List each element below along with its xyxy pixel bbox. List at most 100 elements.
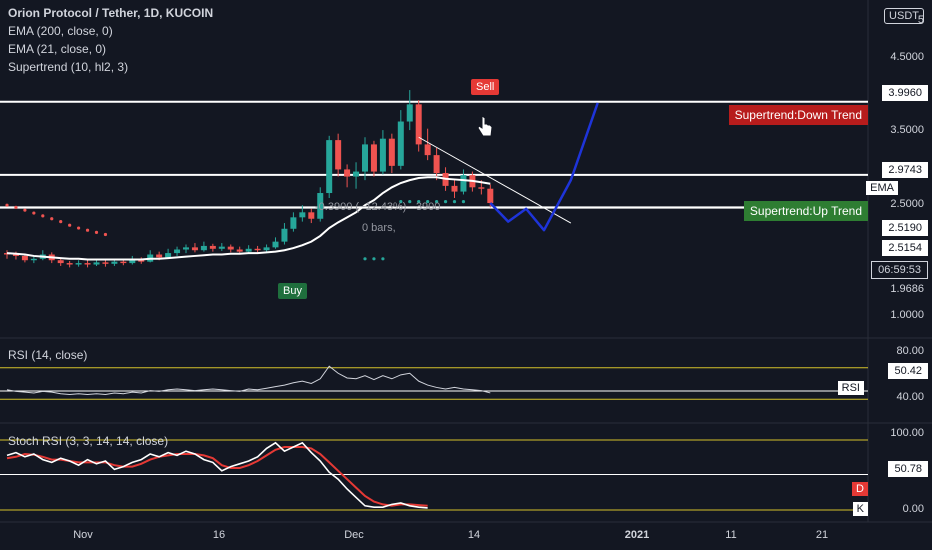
supertrend-dot [77, 226, 81, 230]
candle-body [299, 212, 306, 218]
supertrend-dot [41, 214, 45, 218]
candle-body [218, 246, 225, 249]
supertrend-dot [50, 217, 54, 221]
price-tick: 4.5000 [890, 51, 924, 63]
supertrend-dot [408, 200, 412, 204]
candle-body [335, 140, 342, 170]
supertrend-dot [23, 208, 27, 212]
time-tick: 2021 [624, 529, 650, 541]
candle-body [254, 248, 261, 251]
trendline-drawing[interactable] [418, 136, 572, 224]
supertrend-dot [417, 200, 421, 204]
price-level-tag[interactable]: 3.9960 [882, 85, 928, 101]
stoch-k-tag: K [852, 502, 868, 516]
stoch-rsi-pane [0, 439, 868, 511]
supertrend-dot [461, 200, 466, 204]
projection-line [489, 102, 599, 232]
candle-body [272, 241, 279, 248]
supertrend-dot [85, 228, 90, 232]
buy-signal-badge: Buy [278, 283, 307, 299]
candle-body [415, 104, 422, 145]
candle-body [406, 104, 413, 122]
indicator-ema-200[interactable]: EMA (200, close, 0) [8, 24, 113, 38]
indicator-ema-21[interactable]: EMA (21, close, 0) [8, 42, 107, 56]
time-tick: 21 [815, 529, 829, 541]
candle-body [460, 175, 467, 192]
candle-body [451, 185, 458, 192]
rsi-line [6, 365, 491, 396]
candle-body [478, 187, 485, 189]
candle-body [129, 258, 136, 264]
supertrend-down-label: Supertrend:Down Trend [728, 105, 868, 125]
price-level-tag[interactable]: 2.9743 [882, 162, 928, 178]
candle-body [111, 261, 118, 264]
candle-body [281, 228, 288, 242]
supertrend-dot [426, 200, 430, 204]
projection-path[interactable] [489, 102, 599, 232]
supertrend-dot [435, 200, 439, 204]
sell-signal-badge: Sell [471, 79, 500, 95]
supertrend-dot [5, 203, 9, 207]
supertrend-dot [372, 257, 376, 261]
candle-body [102, 262, 109, 264]
time-tick: 16 [212, 529, 226, 541]
candle-body [353, 171, 360, 177]
ema-line [6, 176, 491, 261]
indicator-supertrend[interactable]: Supertrend (10, hl2, 3) [8, 60, 129, 74]
supertrend-dot [452, 200, 457, 204]
supertrend-dot [381, 257, 385, 261]
price-tick: 1.9686 [890, 283, 924, 295]
rsi-pane [0, 365, 868, 400]
candle-body [424, 144, 431, 156]
ema-tag[interactable]: EMA [866, 181, 898, 195]
rsi-title[interactable]: RSI (14, close) [8, 348, 88, 362]
rsi-name-tag: RSI [837, 381, 864, 395]
candle-body [344, 169, 351, 177]
supertrend-dot [32, 211, 36, 215]
candle-body [326, 140, 333, 194]
supertrend-dot [399, 200, 403, 204]
price-level-tag[interactable]: 2.5154 [882, 240, 928, 256]
supertrend-dot [14, 205, 18, 209]
candle-body [165, 253, 172, 258]
candle-body [156, 254, 163, 258]
candle-body [308, 212, 315, 219]
candle-body [397, 121, 404, 166]
price-level-tag[interactable]: 2.5190 [882, 220, 928, 236]
candle-body [487, 188, 494, 204]
candle-body [174, 249, 181, 254]
candle-body [362, 144, 368, 172]
candle-body [120, 261, 127, 264]
hand-cursor-icon [477, 115, 493, 137]
symbol-title[interactable]: Orion Protocol / Tether, 1D, KUCOIN [8, 6, 214, 20]
candle-body [236, 249, 243, 252]
stoch-title[interactable]: Stoch RSI (3, 3, 14, 14, close) [8, 434, 169, 448]
countdown-tag: 06:59:53 [871, 261, 928, 279]
ema-21-line [6, 176, 491, 261]
rsi-tick: 40.00 [896, 391, 924, 403]
horizontal-levels[interactable] [0, 100, 868, 209]
stoch-value-tag: 50.78 [888, 461, 928, 477]
candle-body [57, 260, 64, 264]
candle-body [84, 263, 91, 265]
measure-label: -0.3900 (−12.43%) −3900 [315, 201, 441, 213]
price-tick: 3.5000 [890, 124, 924, 136]
candle-body [290, 217, 297, 229]
candle-body [433, 155, 440, 173]
candle-body [66, 263, 73, 265]
candle-body [379, 138, 386, 172]
candle-body [12, 254, 19, 256]
candle-body [75, 263, 82, 265]
currency-selector[interactable]: USDT [884, 8, 924, 24]
candle-body [200, 245, 207, 251]
candle-body [245, 248, 252, 252]
candle-body [93, 262, 100, 265]
supertrend-dot [103, 232, 108, 237]
candle-body [191, 247, 198, 251]
price-tick: 1.0000 [890, 309, 924, 321]
candle-body [183, 247, 189, 250]
time-tick: Nov [73, 529, 93, 541]
price-tick: 5 [917, 14, 924, 26]
rsi-tick: 80.00 [896, 345, 924, 357]
